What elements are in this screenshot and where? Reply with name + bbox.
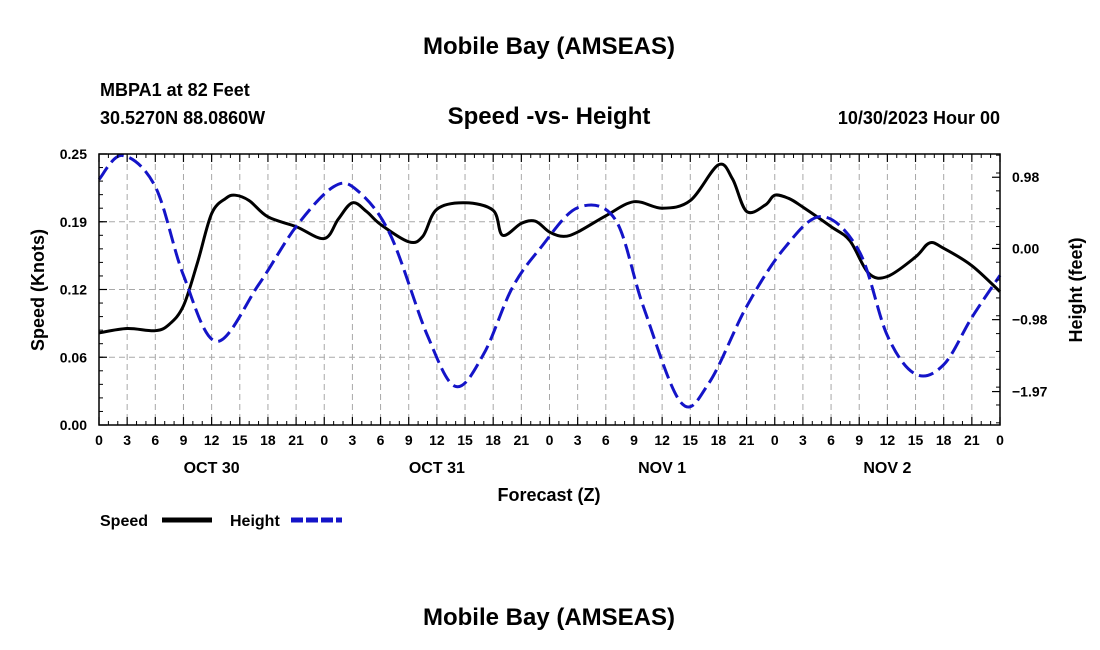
x-tick-label: 0: [320, 432, 328, 448]
x-tick-label: 12: [204, 432, 220, 448]
x-tick-label: 6: [151, 432, 159, 448]
y-tick-label: 0.12: [60, 282, 87, 298]
series-line-height: [97, 153, 1002, 409]
x-tick-label: 18: [711, 432, 727, 448]
y-tick-label: 0.00: [60, 417, 87, 433]
y-tick-label: 0.19: [60, 214, 87, 230]
x-tick-label: 15: [682, 432, 698, 448]
day-label: NOV 2: [863, 460, 911, 477]
y2-axis-label: Height (feet): [1066, 238, 1086, 343]
y2-tick-label: 0.98: [1012, 169, 1039, 185]
x-tick-label: 21: [288, 432, 304, 448]
x-tick-label: 9: [405, 432, 413, 448]
y2-tick-label: −1.97: [1012, 384, 1048, 400]
x-tick-label: 3: [574, 432, 582, 448]
x-tick-label: 12: [654, 432, 670, 448]
x-tick-label: 6: [377, 432, 385, 448]
x-tick-label: 0: [95, 432, 103, 448]
axis-ticks: [98, 153, 1001, 426]
x-tick-label: 6: [827, 432, 835, 448]
x-tick-label: 21: [514, 432, 530, 448]
chart-subtitle: Speed -vs- Height: [448, 103, 651, 130]
y-tick-label: 0.25: [60, 146, 87, 162]
station-label: MBPA1 at 82 Feet: [100, 80, 250, 100]
x-tick-label: 3: [349, 432, 357, 448]
legend-height-label: Height: [230, 513, 280, 530]
chart-title: Mobile Bay (AMSEAS): [423, 33, 675, 60]
grid-lines: [99, 154, 1000, 425]
x-tick-label: 18: [260, 432, 276, 448]
station-coordinates: 30.5270N 88.0860W: [100, 108, 265, 128]
y-tick-label: 0.06: [60, 349, 87, 365]
series-lines: [97, 153, 1002, 409]
tick-labels: 0 3 6 9 12 15 18 21 0 3 6 9 12 15 18 21 0 3 6 9 12 15 18 21 0 3 6 9…: [60, 146, 1048, 477]
x-tick-label: 18: [936, 432, 952, 448]
x-tick-label: 21: [964, 432, 980, 448]
day-label: NOV 1: [638, 460, 686, 477]
y-axis-label: Speed (Knots): [28, 229, 48, 351]
x-tick-label: 9: [180, 432, 188, 448]
legend: Speed Height: [100, 513, 342, 530]
day-label: OCT 30: [184, 460, 240, 477]
x-tick-label: 18: [485, 432, 501, 448]
y2-tick-label: 0.00: [1012, 240, 1039, 256]
x-tick-label: 12: [880, 432, 896, 448]
x-tick-label: 0: [771, 432, 779, 448]
x-tick-label: 15: [232, 432, 248, 448]
day-label: OCT 31: [409, 460, 465, 477]
legend-speed-label: Speed: [100, 513, 148, 530]
y2-tick-label: −0.98: [1012, 312, 1048, 328]
x-tick-label: 12: [429, 432, 445, 448]
x-tick-label: 0: [996, 432, 1004, 448]
footer-title: Mobile Bay (AMSEAS): [423, 604, 675, 631]
x-tick-label: 6: [602, 432, 610, 448]
x-tick-label: 9: [855, 432, 863, 448]
x-tick-label: 15: [457, 432, 473, 448]
forecast-datetime: 10/30/2023 Hour 00: [838, 108, 1000, 128]
x-tick-label: 3: [123, 432, 131, 448]
x-tick-label: 0: [546, 432, 554, 448]
x-tick-label: 21: [739, 432, 755, 448]
x-axis-label: Forecast (Z): [497, 485, 600, 505]
x-tick-label: 3: [799, 432, 807, 448]
series-line-speed: [98, 162, 1002, 335]
x-tick-label: 9: [630, 432, 638, 448]
x-tick-label: 15: [908, 432, 924, 448]
